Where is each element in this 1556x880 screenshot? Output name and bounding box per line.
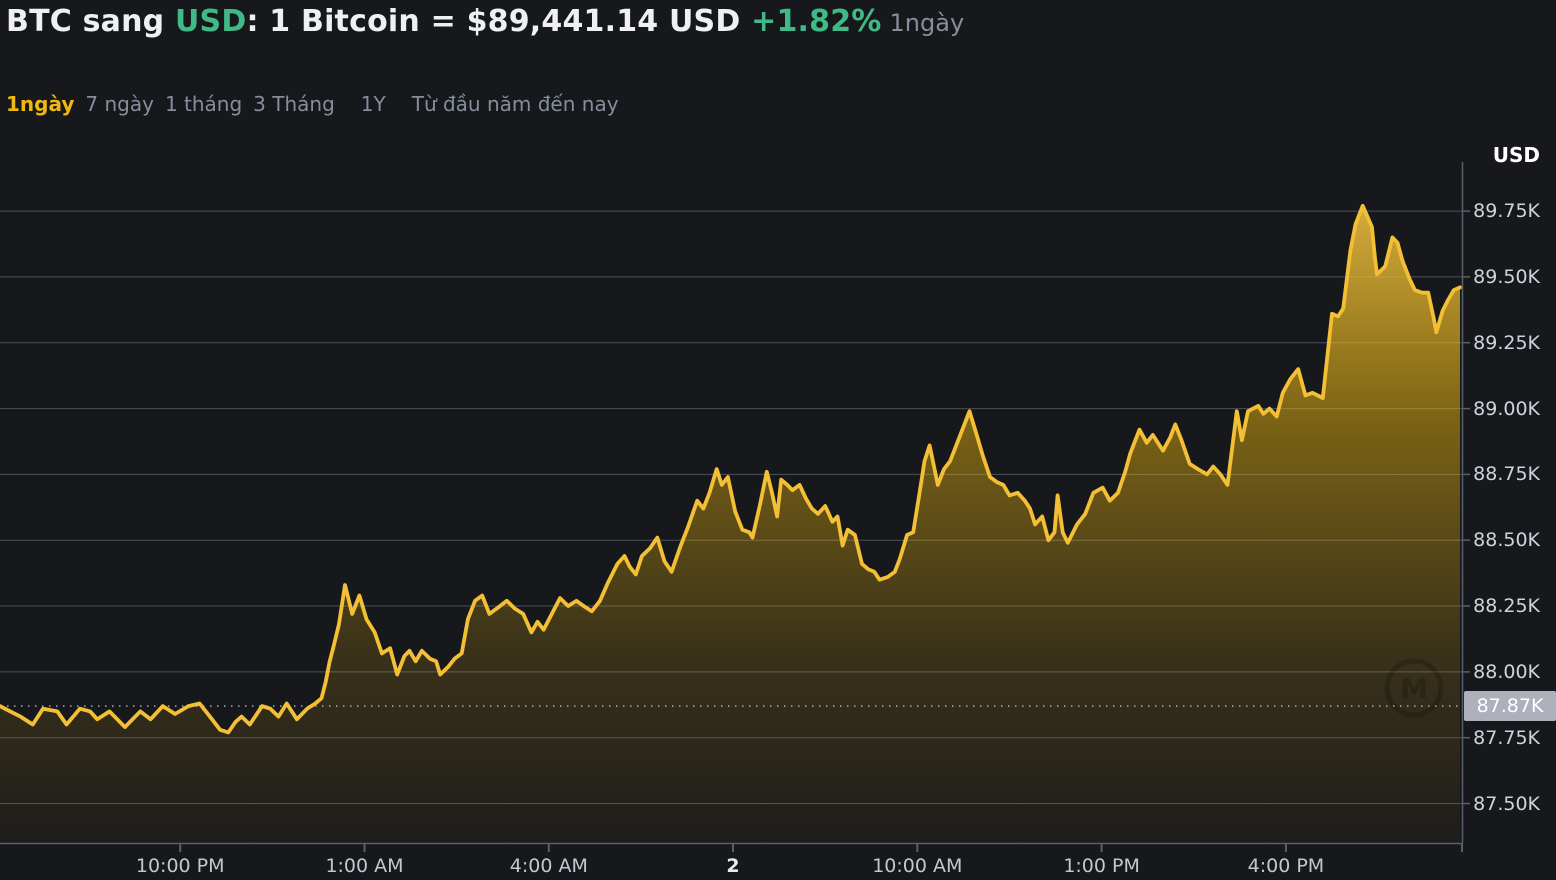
title-range-label: 1ngày (889, 9, 965, 37)
x-axis-label: 4:00 AM (509, 855, 588, 877)
price-line (0, 203, 1462, 735)
y-axis-label: 87.75K (1473, 726, 1540, 749)
y-axis-label: 89.75K (1473, 200, 1540, 223)
y-axis-label: 88.50K (1473, 529, 1540, 552)
tab-1y[interactable]: 1Y (360, 92, 386, 116)
last-price-badge: 87.87K (1464, 691, 1556, 722)
title-base-currency: BTC sang (6, 4, 175, 39)
tab-7d[interactable]: 7 ngày (85, 92, 154, 116)
chart-header: BTC sang USD: 1 Bitcoin = $89,441.14 USD… (6, 4, 964, 39)
price-change-percent: +1.82% (751, 4, 882, 39)
y-axis-label: 88.25K (1473, 595, 1540, 618)
title-price-text: : 1 Bitcoin = $89,441.14 USD (246, 4, 752, 39)
tab-1d[interactable]: 1ngày (6, 92, 75, 116)
watermark-logo: M (1384, 658, 1444, 718)
tab-3m[interactable]: 3 Tháng (253, 92, 335, 116)
area-fill (0, 205, 1460, 844)
y-axis-label: 89.50K (1473, 265, 1540, 288)
y-axis-label: 89.00K (1473, 397, 1540, 420)
price-chart: M 89.75K 89.50K 89.25K 89.00K 88.75K 88.50K 88… (0, 140, 1556, 880)
range-tabs: 1ngày 7 ngày 1 tháng 3 Tháng 1Y Từ đầu năm đế… (6, 90, 630, 118)
x-axis-label: 2 (726, 855, 740, 877)
y-axis-label: 88.75K (1473, 463, 1540, 486)
page-title: BTC sang USD: 1 Bitcoin = $89,441.14 USD… (6, 4, 882, 39)
tab-ytd[interactable]: Từ đầu năm đến nay (411, 92, 619, 116)
x-axis-label: 10:00 AM (872, 855, 963, 877)
y-axis-label: 89.25K (1473, 331, 1540, 354)
title-quote-currency: USD (174, 4, 247, 39)
y-axis-label: 88.00K (1473, 660, 1540, 683)
chart-canvas[interactable]: M (0, 140, 1556, 880)
y-axis-label: 87.50K (1473, 792, 1540, 815)
x-axis-label: 10:00 PM (135, 855, 225, 877)
x-axis-label: 1:00 PM (1063, 855, 1140, 877)
x-axis-label: 4:00 PM (1247, 855, 1325, 877)
svg-text:M: M (1400, 672, 1428, 705)
y-axis-unit-label: USD (1492, 143, 1540, 167)
tab-1m[interactable]: 1 tháng (164, 92, 243, 116)
x-axis-label: 1:00 AM (325, 855, 404, 877)
